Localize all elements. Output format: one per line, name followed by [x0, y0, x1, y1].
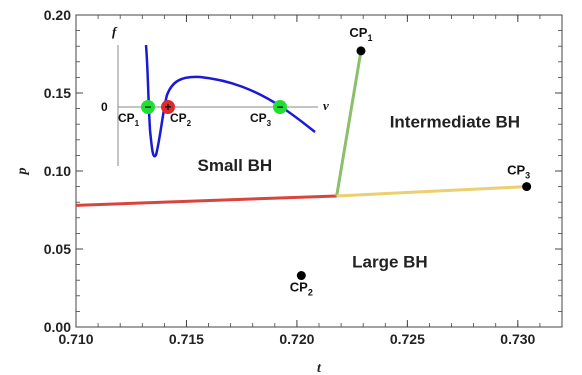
phase-boundary-line — [75, 194, 337, 207]
region-labels: Intermediate BH Small BH Large BH — [198, 112, 521, 271]
y-tick-label: 0.10 — [44, 163, 71, 179]
critical-point-marker — [356, 46, 366, 56]
inset-marker-label-text: CP — [118, 111, 135, 125]
critical-point-marker — [522, 182, 532, 192]
inset-f-label: f — [112, 24, 118, 39]
inset-marker-sign: − — [144, 100, 151, 114]
phase-boundaries — [75, 50, 527, 207]
plot-area: 0.710 0.715 0.720 0.725 0.730 0.00 0.05 0.10 0.1… — [15, 7, 563, 375]
inset-marker-dot — [141, 100, 155, 114]
inset-marker-sign: + — [164, 100, 171, 114]
inset-marker-label-subscript: 2 — [187, 119, 192, 128]
y-tick-label: 0.05 — [44, 241, 71, 257]
critical-point-label-subscript: 1 — [367, 33, 372, 43]
x-tick-label: 0.720 — [279, 331, 314, 347]
inset-marker-sign: − — [276, 100, 283, 114]
inset-marker-label: CP2 — [170, 111, 192, 128]
critical-point-marker — [296, 271, 306, 281]
region-label: Large BH — [352, 253, 428, 272]
inset-marker-label-subscript: 1 — [135, 119, 140, 128]
inset-marker-label-text: CP — [250, 111, 267, 125]
inset-marker-dot — [161, 100, 175, 114]
plot-frame — [75, 14, 563, 328]
region-label: Small BH — [198, 156, 273, 175]
critical-point-label-subscript: 3 — [525, 171, 530, 181]
critical-point-label: CP1 — [349, 25, 372, 43]
y-axis-label: p — [15, 168, 30, 176]
inset-plot: f v 0 −CP1+CP2−CP3 — [101, 24, 329, 166]
critical-point-label-text: CP — [290, 280, 308, 295]
x-tick-label: 0.710 — [58, 331, 93, 347]
critical-point-label-subscript: 2 — [308, 288, 313, 298]
x-axis-label: t — [317, 361, 322, 375]
critical-point-label-text: CP — [349, 25, 367, 40]
y-tick-label: 0.00 — [44, 319, 71, 335]
inset-zero-label: 0 — [101, 100, 108, 114]
inset-marker-label: CP1 — [118, 111, 140, 128]
x-tick-label: 0.725 — [390, 331, 425, 347]
inset-marker-label-text: CP — [170, 111, 187, 125]
phase-boundary-line — [336, 185, 527, 198]
x-tick-label: 0.715 — [169, 331, 204, 347]
critical-point-label-text: CP — [507, 163, 525, 178]
phase-boundary-line — [335, 50, 363, 197]
critical-point-label: CP2 — [290, 280, 313, 298]
inset-marker-label-subscript: 3 — [267, 119, 272, 128]
inset-marker-label: CP3 — [250, 111, 272, 128]
region-label: Intermediate BH — [390, 112, 520, 131]
inset-marker-dot — [273, 100, 287, 114]
inset-v-label: v — [323, 98, 329, 113]
y-tick-label: 0.20 — [44, 7, 71, 23]
inset-markers: −CP1+CP2−CP3 — [118, 100, 287, 128]
y-tick-label: 0.15 — [44, 85, 71, 101]
x-tick-label: 0.730 — [500, 331, 535, 347]
critical-point-label: CP3 — [507, 163, 530, 181]
